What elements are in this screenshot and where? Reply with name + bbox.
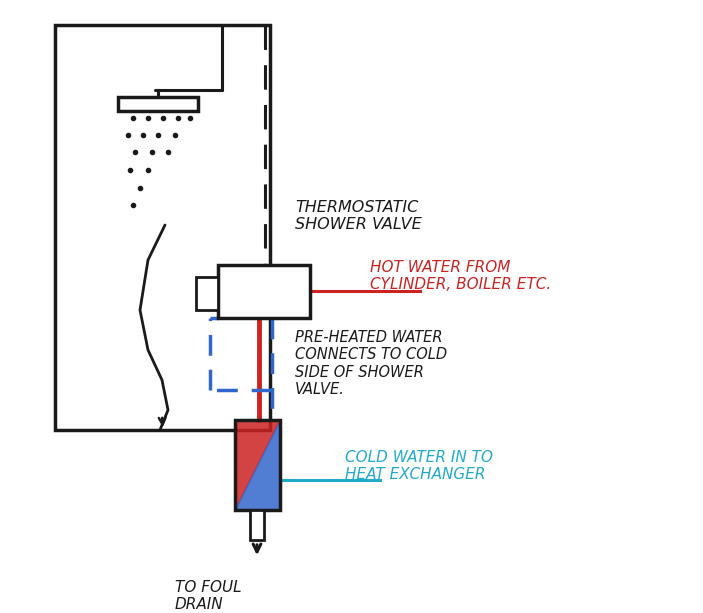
Bar [235, 420, 280, 510]
Text: PRE-HEATED WATER
CONNECTS TO COLD
SIDE OF SHOWER
VALVE.: PRE-HEATED WATER CONNECTS TO COLD SIDE O… [295, 330, 447, 397]
Text: HOT WATER FROM
CYLINDER, BOILER ETC.: HOT WATER FROM CYLINDER, BOILER ETC. [370, 260, 551, 292]
Text: THERMOSTATIC
SHOWER VALVE: THERMOSTATIC SHOWER VALVE [295, 200, 422, 232]
Polygon shape [235, 420, 280, 510]
Polygon shape [235, 420, 280, 510]
Bar [218, 265, 310, 318]
Text: TO FOUL
DRAIN: TO FOUL DRAIN [175, 580, 242, 612]
Bar [118, 97, 198, 111]
Bar [250, 510, 264, 540]
Bar [55, 25, 270, 430]
Bar [196, 277, 218, 310]
Text: COLD WATER IN TO
HEAT EXCHANGER: COLD WATER IN TO HEAT EXCHANGER [345, 450, 493, 482]
